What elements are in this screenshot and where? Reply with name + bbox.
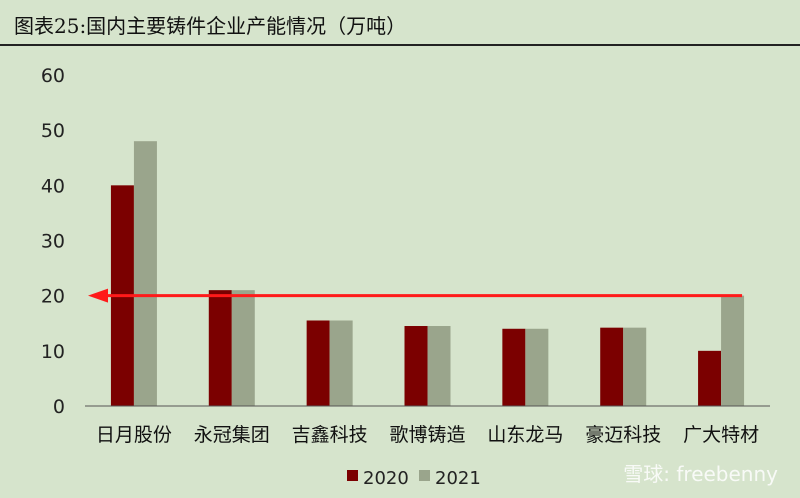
y-tick-label: 30 xyxy=(41,231,65,253)
bar-2020 xyxy=(404,326,428,406)
bar-2021 xyxy=(329,320,353,406)
y-tick-label: 0 xyxy=(53,396,65,418)
annotation-arrow-head xyxy=(88,288,108,303)
legend-label-2021: 2021 xyxy=(435,468,481,489)
bar-2021 xyxy=(525,328,549,406)
bar-2021 xyxy=(133,141,157,406)
y-tick-label: 40 xyxy=(41,175,65,197)
bar-2021 xyxy=(231,290,255,406)
x-tick-label: 歌博铸造 xyxy=(389,424,465,446)
x-tick-label: 吉鑫科技 xyxy=(292,424,368,446)
bar-2021 xyxy=(623,327,647,406)
x-tick-label: 豪迈科技 xyxy=(585,424,661,446)
title-bar: 图表25:国内主要铸件企业产能情况（万吨） xyxy=(0,0,800,46)
bar-2021 xyxy=(427,326,451,406)
bar-2021 xyxy=(721,295,745,406)
x-tick-label: 日月股份 xyxy=(96,424,172,446)
x-tick-label: 广大特材 xyxy=(683,424,759,446)
watermark: 雪球: freebenny xyxy=(623,462,778,486)
y-tick-label: 50 xyxy=(41,120,65,142)
legend-swatch-2021 xyxy=(419,470,430,481)
bar-2020 xyxy=(502,328,526,406)
bar-2020 xyxy=(208,290,232,406)
y-tick-label: 20 xyxy=(41,286,65,308)
bar-2020 xyxy=(600,327,624,406)
x-tick-label: 永冠集团 xyxy=(194,424,270,446)
x-tick-label: 山东龙马 xyxy=(487,424,563,446)
y-tick-label: 60 xyxy=(41,65,65,87)
legend-label-2020: 2020 xyxy=(363,468,409,489)
legend-swatch-2020 xyxy=(347,470,358,481)
bar-2020 xyxy=(698,350,722,406)
bar-2020 xyxy=(306,320,330,406)
y-tick-label: 10 xyxy=(41,341,65,363)
chart-title: 图表25:国内主要铸件企业产能情况（万吨） xyxy=(14,14,407,38)
